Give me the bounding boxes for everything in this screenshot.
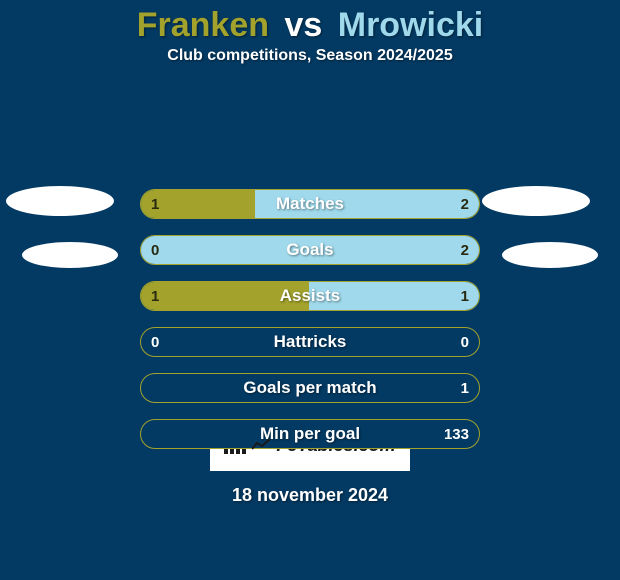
bar-value-right: 1 (461, 374, 469, 402)
date-text: 18 november 2024 (0, 485, 620, 506)
bar-value-left: 0 (151, 236, 159, 264)
bar-fill-left (141, 282, 311, 310)
title-player1: Franken (137, 6, 269, 44)
bar-label: Hattricks (141, 328, 479, 356)
subtitle: Club competitions, Season 2024/2025 (0, 47, 620, 65)
bar-value-left: 1 (151, 282, 159, 310)
bar-value-left: 1 (151, 190, 159, 218)
decor-ellipse-left-2 (22, 242, 118, 268)
chart-line-icon (252, 439, 270, 451)
bar-value-right: 2 (461, 236, 469, 264)
bar-value-right: 0 (461, 328, 469, 356)
decor-ellipse-left-1 (6, 186, 114, 216)
bars-container: Matches12Goals02Assists11Hattricks00Goal… (140, 189, 480, 465)
decor-ellipse-right-2 (502, 242, 598, 268)
bar-label: Goals per match (141, 374, 479, 402)
bar-fill-right (255, 190, 479, 218)
bar-value-right: 133 (444, 420, 469, 448)
decor-ellipse-right-1 (482, 186, 590, 216)
chart-stage: Matches12Goals02Assists11Hattricks00Goal… (0, 65, 620, 405)
bar-fill-right (141, 236, 479, 264)
bar-row: Goals02 (140, 235, 480, 265)
bar-row: Matches12 (140, 189, 480, 219)
bar-fill-right (309, 282, 479, 310)
bar-value-right: 1 (461, 282, 469, 310)
bar-row: Hattricks0 0 (140, 327, 480, 357)
page-title: Franken vs Mrowicki (0, 0, 620, 45)
bar-row: Min per goal133 (140, 419, 480, 449)
bar-row: Assists11 (140, 281, 480, 311)
bar-label: Min per goal (141, 420, 479, 448)
title-player2: Mrowicki (338, 6, 483, 44)
bar-row: Goals per match1 (140, 373, 480, 403)
bar-value-left: 0 (151, 328, 159, 356)
bar-value-right: 2 (461, 190, 469, 218)
title-vs: vs (284, 6, 322, 44)
